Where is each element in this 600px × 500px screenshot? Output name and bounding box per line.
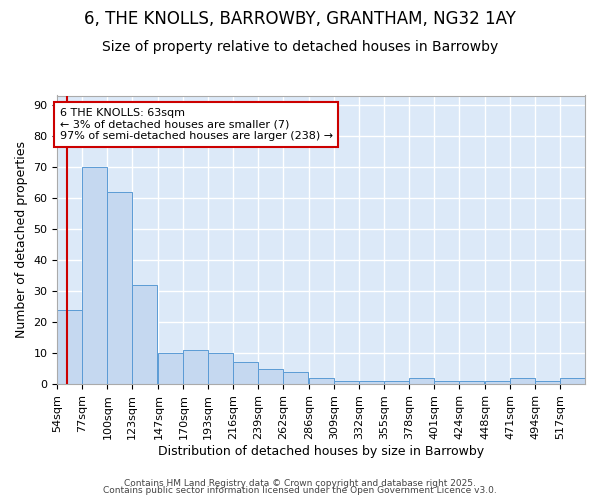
Y-axis label: Number of detached properties: Number of detached properties — [15, 142, 28, 338]
Bar — [510, 378, 535, 384]
Bar — [82, 167, 107, 384]
Text: Size of property relative to detached houses in Barrowby: Size of property relative to detached ho… — [102, 40, 498, 54]
Bar — [485, 381, 510, 384]
Bar — [158, 353, 184, 384]
Bar — [133, 285, 157, 384]
Bar — [459, 381, 484, 384]
Bar — [58, 310, 82, 384]
Text: Contains public sector information licensed under the Open Government Licence v3: Contains public sector information licen… — [103, 486, 497, 495]
Bar — [359, 381, 384, 384]
Bar — [560, 378, 585, 384]
Bar — [283, 372, 308, 384]
Bar — [208, 353, 233, 384]
Bar — [409, 378, 434, 384]
Bar — [535, 381, 560, 384]
Bar — [107, 192, 133, 384]
Bar — [334, 381, 359, 384]
Text: 6 THE KNOLLS: 63sqm
← 3% of detached houses are smaller (7)
97% of semi-detached: 6 THE KNOLLS: 63sqm ← 3% of detached hou… — [59, 108, 332, 141]
Bar — [434, 381, 459, 384]
Text: 6, THE KNOLLS, BARROWBY, GRANTHAM, NG32 1AY: 6, THE KNOLLS, BARROWBY, GRANTHAM, NG32 … — [84, 10, 516, 28]
Bar — [184, 350, 208, 384]
X-axis label: Distribution of detached houses by size in Barrowby: Distribution of detached houses by size … — [158, 444, 484, 458]
Bar — [233, 362, 258, 384]
Bar — [384, 381, 409, 384]
Bar — [309, 378, 334, 384]
Bar — [258, 368, 283, 384]
Text: Contains HM Land Registry data © Crown copyright and database right 2025.: Contains HM Land Registry data © Crown c… — [124, 478, 476, 488]
